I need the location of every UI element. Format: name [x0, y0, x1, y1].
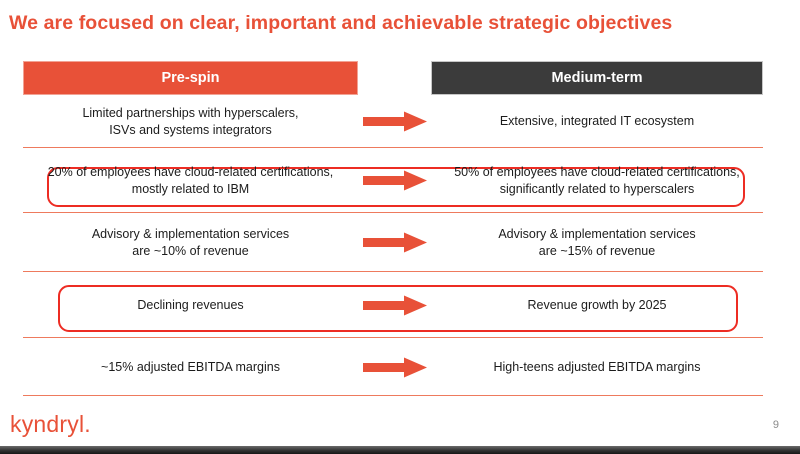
column-header-medium-term: Medium-term	[431, 61, 763, 95]
pre-spin-cell: ~15% adjusted EBITDA margins	[101, 359, 280, 374]
page-title: We are focused on clear, important and a…	[9, 12, 673, 34]
table-row: Declining revenues Revenue growth by 202…	[0, 272, 800, 338]
pre-spin-cell: Advisory & implementation services are ~…	[91, 227, 290, 258]
medium-term-cell: High-teens adjusted EBITDA margins	[493, 359, 701, 374]
right-arrow-icon	[358, 232, 431, 253]
right-arrow-icon	[358, 111, 431, 132]
table-row: ~15% adjusted EBITDA margins High-teens …	[0, 338, 800, 396]
table-row: Limited partnerships with hyperscalers, …	[0, 95, 800, 148]
table-row: 20% of employees have cloud-related cert…	[0, 148, 800, 213]
medium-term-cell: Extensive, integrated IT ecosystem	[499, 114, 695, 129]
pre-spin-cell: 20% of employees have cloud-related cert…	[47, 165, 334, 196]
pre-spin-cell: Declining revenues	[137, 297, 244, 312]
table-row: Advisory & implementation services are ~…	[0, 213, 800, 272]
highlight-box	[58, 285, 738, 332]
highlight-box	[47, 167, 745, 207]
medium-term-cell: Advisory & implementation services are ~…	[498, 227, 696, 258]
right-arrow-icon	[358, 170, 431, 191]
page-number: 9	[772, 419, 779, 431]
right-arrow-icon	[358, 295, 431, 316]
column-header-pre-spin: Pre-spin	[23, 61, 358, 95]
kyndryl-logo: kyndryl.	[10, 411, 91, 437]
medium-term-cell: 50% of employees have cloud-related cert…	[454, 165, 740, 196]
pre-spin-cell: Limited partnerships with hyperscalers, …	[82, 106, 299, 137]
window-bottom-edge	[0, 446, 800, 454]
medium-term-cell: Revenue growth by 2025	[527, 297, 667, 312]
right-arrow-icon	[358, 357, 431, 378]
comparison-table: Limited partnerships with hyperscalers, …	[0, 95, 800, 396]
